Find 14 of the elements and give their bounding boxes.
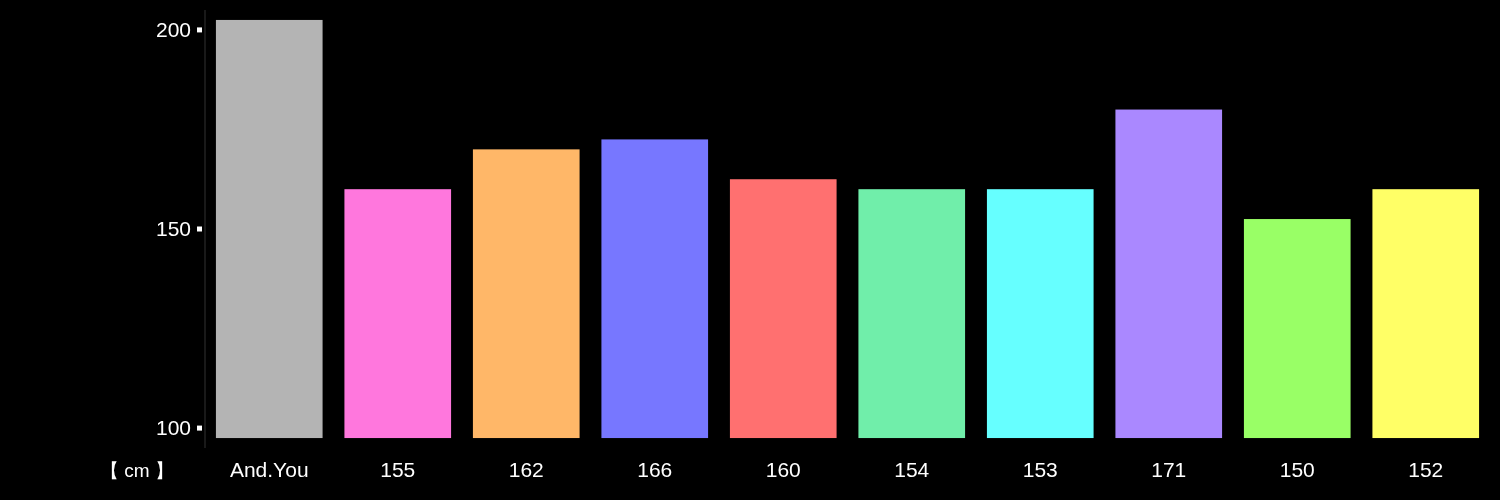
y-tick-label: 100 (155, 416, 191, 440)
x-tick-label: 160 (765, 458, 801, 481)
x-tick-label: 150 (1279, 458, 1315, 481)
x-tick-label: And.You (229, 458, 309, 481)
y-tick-label: 150 (155, 217, 191, 240)
x-tick-label: 162 (508, 458, 544, 481)
x-tick-label: 153 (1022, 458, 1058, 481)
x-tick-label: 171 (1151, 458, 1187, 481)
x-tick-label: 166 (637, 458, 673, 481)
y-tick-label: 200 (155, 17, 191, 41)
text: 【 cm 】 (100, 460, 174, 481)
x-tick-label: 155 (380, 458, 416, 481)
x-tick-label: 152 (1408, 458, 1444, 481)
x-tick-label: 154 (894, 458, 930, 481)
